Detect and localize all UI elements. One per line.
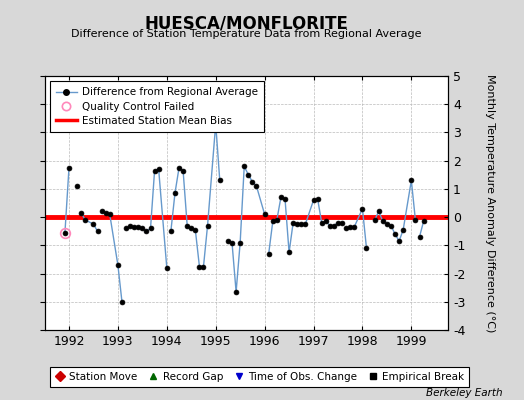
Text: HUESCA/MONFLORITE: HUESCA/MONFLORITE (144, 14, 348, 32)
Y-axis label: Monthly Temperature Anomaly Difference (°C): Monthly Temperature Anomaly Difference (… (485, 74, 495, 332)
Legend: Difference from Regional Average, Quality Control Failed, Estimated Station Mean: Difference from Regional Average, Qualit… (50, 81, 264, 132)
Text: Berkeley Earth: Berkeley Earth (427, 388, 503, 398)
Text: Difference of Station Temperature Data from Regional Average: Difference of Station Temperature Data f… (71, 29, 421, 39)
Legend: Station Move, Record Gap, Time of Obs. Change, Empirical Break: Station Move, Record Gap, Time of Obs. C… (49, 367, 470, 387)
